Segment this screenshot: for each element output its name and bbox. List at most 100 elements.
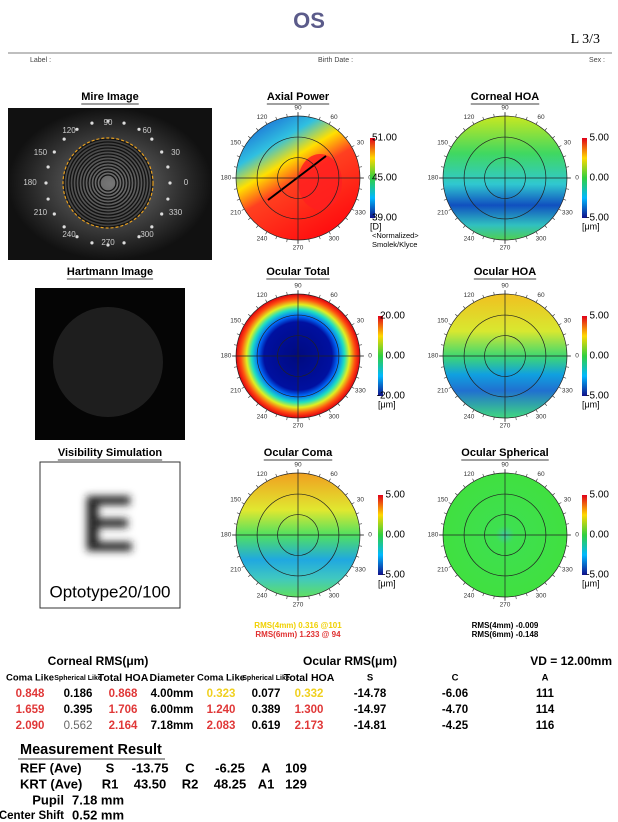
ring-tick	[535, 231, 538, 235]
map-hotspot	[298, 154, 342, 210]
map-angle-label: 120	[464, 471, 475, 478]
mire-dot	[75, 127, 79, 131]
ring-tick	[443, 155, 447, 158]
ring-tick	[462, 225, 466, 228]
mire-angle-label: 150	[34, 148, 48, 157]
ring-tick	[308, 291, 310, 295]
table-cell: 0.868	[109, 688, 138, 700]
ring-tick	[359, 188, 363, 190]
map-angle-label: 330	[355, 567, 366, 574]
map-angle-label: 60	[330, 114, 338, 121]
ring-tick	[265, 231, 268, 235]
map-angle-label: 240	[464, 592, 475, 599]
map-angle-label: 180	[428, 175, 439, 182]
birth-date-field: Birth Date :	[318, 57, 353, 64]
scale-unit: Smolek/Klyce	[372, 240, 417, 249]
scale-label: 5.00	[590, 133, 610, 144]
ring-tick	[328, 588, 331, 592]
measurement-cell: S	[106, 760, 115, 775]
panel-title: Ocular Coma	[264, 447, 333, 459]
ring-tick	[265, 409, 268, 413]
table-cell: 116	[536, 720, 555, 732]
table-cell: 2.173	[295, 720, 324, 732]
map-angle-label: 300	[536, 413, 547, 420]
ring-tick	[241, 565, 245, 568]
measurement-cell: 43.50	[134, 776, 167, 791]
measurement-cell: R2	[182, 776, 199, 791]
ring-tick	[351, 502, 355, 505]
ring-tick	[515, 113, 517, 117]
ring-tick	[515, 417, 517, 421]
mire-dot	[122, 121, 126, 125]
ring-tick	[308, 113, 310, 117]
map-angle-label: 30	[357, 140, 365, 147]
map-angle-label: 330	[562, 567, 573, 574]
ring-tick	[472, 588, 475, 592]
ring-tick	[255, 128, 259, 131]
map-angle-label: 0	[368, 532, 372, 539]
map-angle-label: 270	[293, 245, 304, 252]
measurement-label: Pupil	[32, 792, 64, 807]
sex-field: Sex :	[589, 57, 605, 64]
ring-tick	[286, 417, 288, 421]
map-angle-label: 90	[501, 105, 509, 112]
column-header: Spherical Like	[242, 675, 290, 682]
ring-tick	[443, 376, 447, 379]
map-angle-label: 240	[257, 413, 268, 420]
ring-tick	[525, 414, 528, 418]
mire-dot	[168, 181, 172, 185]
ring-tick	[566, 344, 570, 346]
map-angle-label: 270	[293, 423, 304, 430]
mire-dot	[166, 165, 170, 169]
measurement-cell: REF (Ave)	[20, 760, 82, 775]
ring-tick	[566, 188, 570, 190]
ring-tick	[472, 121, 475, 125]
ring-tick	[448, 323, 452, 326]
ring-tick	[318, 294, 321, 298]
panel-title: Mire Image	[81, 91, 138, 103]
ring-tick	[472, 478, 475, 482]
table-cell: 0.395	[64, 704, 93, 716]
mire-dot	[137, 127, 141, 131]
ring-tick	[356, 512, 360, 515]
column-header: Spherical Like	[54, 675, 102, 682]
ring-tick	[440, 166, 444, 168]
map-angle-label: 120	[464, 114, 475, 121]
ring-tick	[535, 588, 538, 592]
table-cell: 2.090	[16, 720, 45, 732]
ring-tick	[286, 291, 288, 295]
ring-tick	[544, 582, 548, 585]
table-cell: 6.00mm	[151, 704, 194, 716]
ring-tick	[328, 478, 331, 482]
table-cell: 2.164	[109, 720, 138, 732]
mire-dot	[46, 197, 50, 201]
ring-tick	[462, 403, 466, 406]
ring-tick	[337, 225, 341, 228]
measurement-cell: 109	[285, 760, 307, 775]
ring-tick	[563, 376, 567, 379]
measurement-value: 0.52 mm	[72, 807, 124, 822]
ring-tick	[558, 502, 562, 505]
table-cell: 0.562	[64, 720, 93, 732]
ring-tick	[241, 323, 245, 326]
table-cell: 114	[536, 704, 555, 716]
mire-dot	[122, 241, 126, 245]
mire-angle-label: 60	[143, 126, 152, 135]
map-angle-label: 180	[221, 175, 232, 182]
scale-label: 5.00	[590, 311, 610, 322]
ring-tick	[472, 299, 475, 303]
scale-unit: [D]	[370, 221, 382, 231]
ring-tick	[535, 121, 538, 125]
ring-tick	[455, 135, 458, 139]
mire-ring	[93, 168, 123, 198]
ring-tick	[482, 236, 485, 240]
ring-tick	[345, 574, 348, 578]
mire-angle-label: 210	[34, 208, 48, 217]
color-bar	[378, 316, 383, 396]
map-angle-label: 210	[230, 567, 241, 574]
ring-tick	[337, 306, 341, 309]
map-angle-label: 0	[368, 353, 372, 360]
ring-tick	[248, 135, 251, 139]
ring-tick	[255, 306, 259, 309]
map-angle-label: 240	[257, 235, 268, 242]
